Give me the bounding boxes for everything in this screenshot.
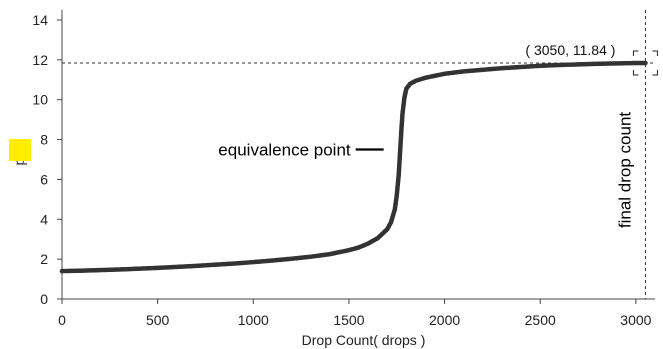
axes-layer: 0 2 4 6 8 10 12 14 0 500 1000 1500 2000 2500 3000 Drop … — [9, 10, 655, 348]
crosshair-corner — [652, 50, 658, 57]
x-axis-title: Drop Count( drops ) — [302, 332, 426, 348]
x-tick-label: 1000 — [238, 312, 269, 328]
y-tick-label: 4 — [40, 211, 48, 227]
x-tick-label: 2000 — [429, 312, 460, 328]
data-point — [643, 60, 648, 66]
y-tick-label: 10 — [32, 92, 48, 108]
y-tick-label: 2 — [40, 251, 48, 267]
y-tick-label: 8 — [40, 132, 48, 148]
y-tick-label: 12 — [32, 52, 48, 68]
crosshair-corner — [632, 50, 639, 57]
crosshair-corner — [632, 70, 639, 76]
y-tick-label: 0 — [40, 291, 48, 307]
annotation-layer: equivalence point final drop count ( 3050,… — [218, 42, 634, 228]
x-tick-label: 3000 — [620, 312, 651, 328]
x-tick-label: 1500 — [333, 312, 364, 328]
y-tick-label: 6 — [40, 171, 48, 187]
crosshair-corner — [652, 70, 658, 76]
x-tick-label: 0 — [58, 312, 66, 328]
crosshair-coordinate-label: ( 3050, 11.84 ) — [525, 42, 615, 58]
final-drop-count-label: final drop count — [615, 112, 634, 229]
x-tick-label: 2500 — [525, 312, 556, 328]
equivalence-point-label: equivalence point — [218, 140, 351, 159]
yellow-square-icon — [9, 139, 31, 161]
crosshair-icon — [632, 50, 658, 76]
y-tick-label: 14 — [32, 12, 48, 28]
data-points — [59, 60, 648, 274]
x-tick-label: 500 — [146, 312, 170, 328]
